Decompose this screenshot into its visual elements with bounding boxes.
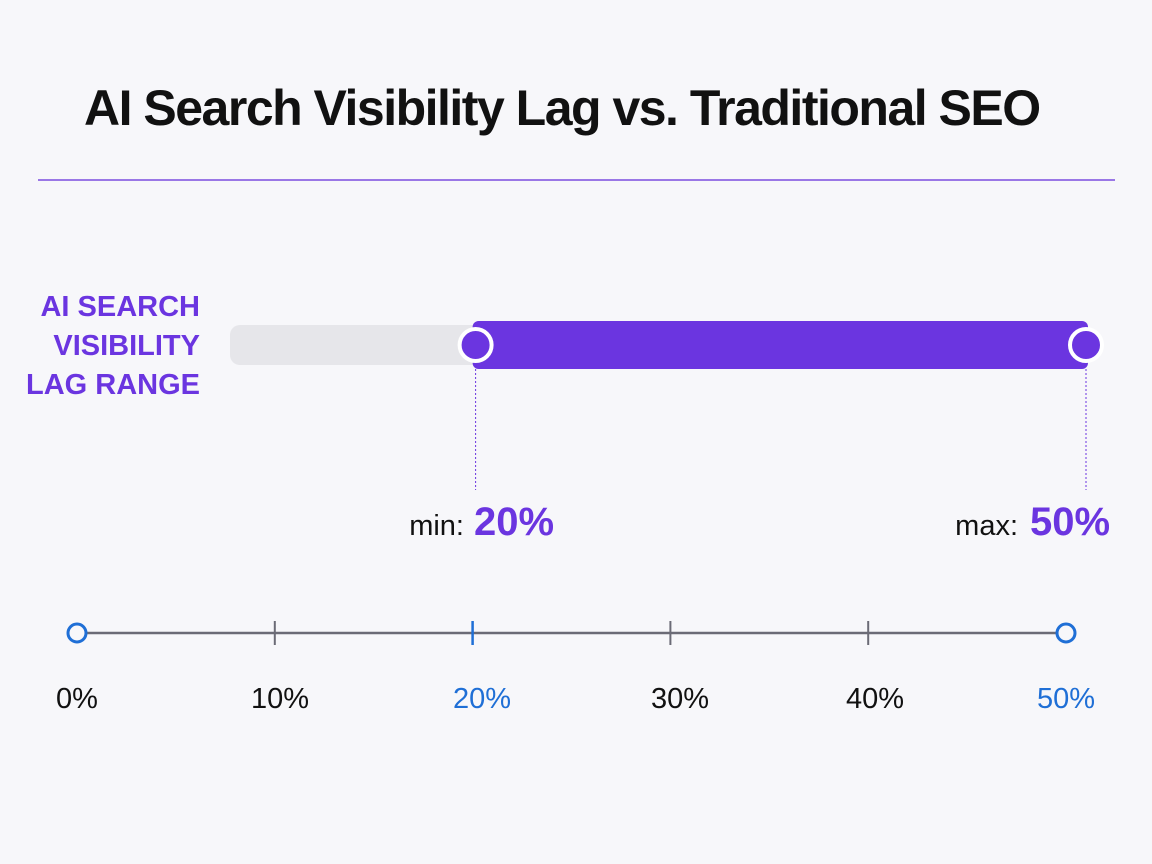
series-label-line: VISIBILITY <box>53 330 200 362</box>
x-tick-label: 20% <box>453 683 511 715</box>
x-tick-label: 40% <box>846 683 904 715</box>
series-label: AI SEARCH VISIBILITY LAG RANGE <box>26 291 200 401</box>
range-bar <box>230 321 1104 369</box>
x-tick-label: 50% <box>1037 683 1095 715</box>
range-fill <box>472 321 1089 369</box>
min-value-label: 20% <box>474 500 554 544</box>
max-value-label: 50% <box>1030 500 1110 544</box>
x-axis-end-marker <box>66 622 88 644</box>
range-min-handle <box>457 327 494 363</box>
x-tick-label: 30% <box>651 683 709 715</box>
x-tick-label: 10% <box>251 683 309 715</box>
range-annotations: min: 20% max: 50% <box>409 365 1110 544</box>
x-axis-end-marker <box>1055 622 1077 644</box>
x-axis: 0% 10% 20% 30% 40% 50% <box>56 621 1095 715</box>
x-tick-label: 0% <box>56 683 98 715</box>
max-label-prefix: max: <box>955 510 1018 542</box>
range-track <box>230 325 483 365</box>
min-label-prefix: min: <box>409 510 464 542</box>
series-label-line: LAG RANGE <box>26 369 200 401</box>
series-label-line: AI SEARCH <box>40 291 200 323</box>
chart-title: AI Search Visibility Lag vs. Traditional… <box>84 80 1040 136</box>
range-max-handle <box>1068 327 1104 363</box>
